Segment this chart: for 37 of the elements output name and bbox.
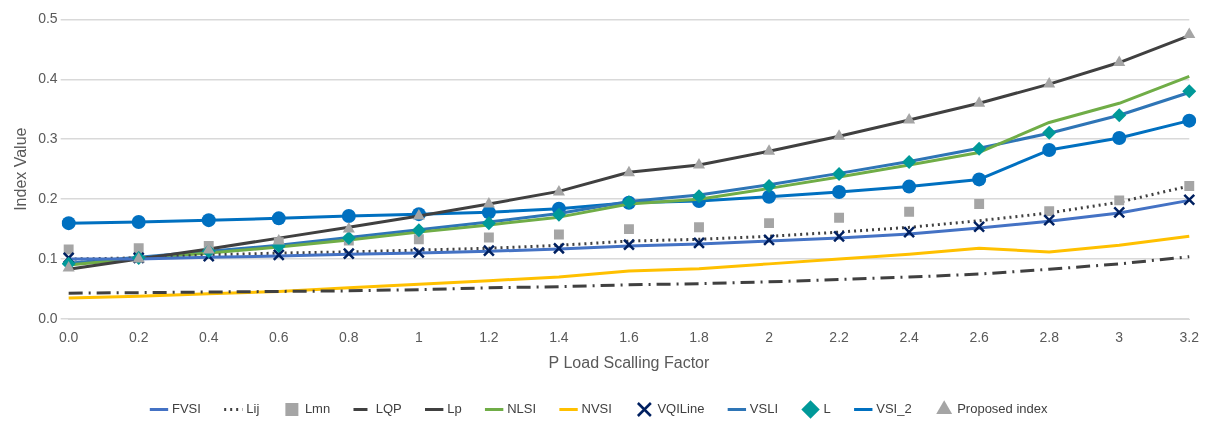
legend-label: VSLI xyxy=(749,401,779,417)
x-tick-label: 1.6 xyxy=(619,329,639,346)
x-tick-label: 1 xyxy=(414,329,423,346)
x-tick-label: 1.8 xyxy=(689,329,709,346)
legend-label: Lp xyxy=(447,401,462,417)
legend-label: VQILine xyxy=(657,401,705,417)
x-tick-label: 0.6 xyxy=(269,329,289,346)
legend-label: LQP xyxy=(375,401,402,417)
legend-label: FVSI xyxy=(171,401,201,417)
legend-label: Lij xyxy=(246,401,260,417)
y-tick-label: 0.1 xyxy=(38,249,58,266)
legend-label: L xyxy=(823,401,831,417)
x-tick-label: 1.4 xyxy=(549,329,569,346)
y-tick-label: 0.0 xyxy=(38,309,58,326)
y-tick-label: 0.3 xyxy=(38,130,58,147)
x-tick-label: 0.4 xyxy=(199,329,219,346)
legend-label: NLSI xyxy=(507,401,537,417)
x-tick-label: 2.8 xyxy=(1039,329,1060,346)
x-tick-label: 3 xyxy=(1115,329,1124,346)
x-tick-label: 2 xyxy=(765,329,774,346)
x-tick-label: 2.2 xyxy=(829,329,850,346)
y-tick-label: 0.4 xyxy=(38,70,58,87)
x-tick-label: 1.2 xyxy=(479,329,499,346)
y-tick-label: 0.2 xyxy=(38,190,58,207)
legend-label: NVSI xyxy=(581,401,612,417)
x-tick-label: 2.4 xyxy=(899,329,920,346)
x-tick-label: 0.8 xyxy=(339,329,359,346)
x-tick-label: 0.0 xyxy=(58,329,79,346)
legend-label: VSI_2 xyxy=(876,401,912,417)
x-tick-label: 0.2 xyxy=(128,329,149,346)
x-tick-label: 2.6 xyxy=(969,329,990,346)
legend-label: Lmn xyxy=(304,401,331,417)
y-axis-title: Index Value xyxy=(12,127,30,211)
legend-label: Proposed index xyxy=(957,401,1049,417)
x-axis-title: P Load Scalling Factor xyxy=(548,353,710,371)
x-tick-label: 3.2 xyxy=(1179,329,1200,346)
y-tick-label: 0.5 xyxy=(38,10,58,27)
